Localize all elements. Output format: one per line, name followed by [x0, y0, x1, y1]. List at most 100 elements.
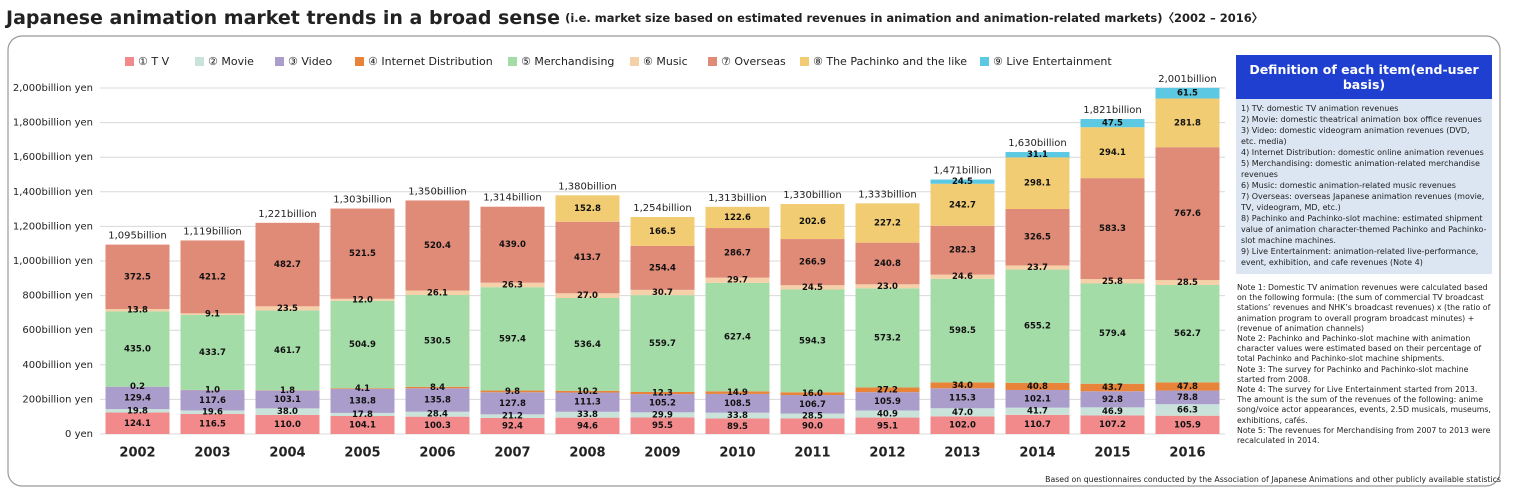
bar-segment [855, 242, 920, 285]
bar-segment [1005, 152, 1070, 158]
data-label: 767.6 [1174, 209, 1201, 219]
data-label: 433.7 [199, 348, 226, 358]
legend-swatch [508, 57, 517, 66]
data-label: 94.6 [577, 421, 598, 431]
data-label: 298.1 [1024, 179, 1051, 189]
data-label: 413.7 [574, 253, 601, 263]
legend-swatch [708, 57, 717, 66]
total-label: 1,380billion [558, 181, 617, 192]
bar-segment [405, 295, 470, 387]
data-label: 33.8 [577, 410, 598, 420]
data-label: 520.4 [424, 241, 451, 251]
data-label: 122.6 [724, 213, 751, 223]
notes: Note 1: Domestic TV animation revenues w… [1237, 283, 1493, 446]
bar-segment [780, 413, 845, 419]
data-label: 152.8 [574, 204, 601, 214]
data-label: 202.6 [799, 217, 826, 227]
bar-segment [780, 418, 845, 434]
data-label: 294.1 [1099, 148, 1126, 158]
data-label: 17.8 [352, 410, 373, 420]
bar-segment [1155, 98, 1220, 148]
bar-segment [1005, 208, 1070, 266]
data-label: 30.7 [652, 288, 673, 298]
legend-label: ④ Internet Distribution [368, 55, 493, 68]
bar-segment [330, 300, 395, 389]
data-label: 23.0 [877, 282, 898, 292]
data-label: 43.7 [1102, 383, 1123, 393]
bar-segment [405, 416, 470, 434]
data-label: 105.2 [649, 399, 676, 409]
bar-segment [405, 388, 470, 412]
x-tick-label: 2007 [494, 446, 530, 461]
data-label: 28.4 [427, 410, 448, 420]
data-label: 102.0 [949, 421, 976, 431]
bar-segment [855, 410, 920, 418]
total-label: 2,001billion [1158, 74, 1217, 85]
data-label: 89.5 [727, 422, 748, 432]
bar-segment [705, 391, 770, 394]
definitions-title: Definition of each item(end-user basis) [1236, 55, 1492, 99]
bar-segment [555, 390, 620, 393]
legend-swatch [630, 57, 639, 66]
bar-segment [105, 409, 170, 413]
data-label: 281.8 [1174, 118, 1201, 128]
data-label: 124.1 [124, 419, 151, 429]
x-tick-label: 2016 [1169, 446, 1205, 461]
data-label: 33.8 [727, 411, 748, 421]
data-label: 227.2 [874, 218, 901, 228]
note: Note 4: The survey for Live Entertainmen… [1237, 385, 1491, 425]
data-label: 28.5 [802, 411, 823, 421]
bar-segment [330, 208, 395, 299]
bar-segment [555, 195, 620, 222]
bar-segment [930, 278, 995, 383]
bar-segment [1080, 279, 1145, 284]
bar-segment [480, 414, 545, 419]
panel-frame [7, 35, 1501, 487]
data-label: 4.1 [355, 384, 370, 394]
bar-segment [1080, 407, 1145, 416]
x-tick-label: 2014 [1019, 446, 1055, 461]
data-label: 46.9 [1102, 407, 1123, 417]
bar-segment [930, 388, 995, 409]
legend-label: ② Movie [208, 55, 254, 68]
bar-segment [180, 313, 245, 315]
data-label: 34.0 [952, 381, 973, 391]
data-label: 47.0 [952, 408, 973, 418]
total-label: 1,254billion [633, 203, 692, 214]
data-label: 24.5 [802, 283, 823, 293]
x-tick-label: 2003 [194, 446, 230, 461]
source: Based on questionnaires conducted by the… [1045, 475, 1501, 484]
y-tick-label: 1,800billion yen [13, 118, 93, 129]
total-label: 1,471billion [933, 166, 992, 177]
data-label: 135.8 [424, 395, 451, 405]
bar-segment [705, 228, 770, 278]
data-label: 23.7 [1027, 263, 1048, 273]
data-label: 1.0 [205, 386, 220, 396]
bar-segment [255, 306, 320, 311]
data-label: 8.4 [430, 383, 445, 393]
y-tick-label: 1,200billion yen [13, 221, 93, 232]
y-tick-label: 2,000billion yen [13, 83, 93, 94]
data-label: 105.9 [1174, 420, 1201, 430]
bar-segment [1080, 127, 1145, 179]
bar-segment [1155, 390, 1220, 405]
data-label: 102.1 [1024, 394, 1051, 404]
bar-segment [930, 408, 995, 417]
bar-segment [705, 206, 770, 229]
bar-segment [930, 416, 995, 434]
bar-segment [855, 284, 920, 289]
bar-segment [405, 200, 470, 291]
definition-item: 4) Internet Distribution: domestic onlin… [1241, 148, 1484, 157]
bar-segment [180, 390, 245, 411]
data-label: 117.6 [199, 396, 226, 406]
bar-segment [180, 410, 245, 414]
data-label: 40.8 [1027, 382, 1048, 392]
definitions: Definition of each item(end-user basis) … [1236, 55, 1492, 274]
data-label: 23.5 [277, 304, 298, 314]
data-label: 242.7 [949, 200, 976, 210]
data-label: 110.7 [1024, 420, 1051, 430]
bar-segment [555, 417, 620, 434]
bar-segment [1005, 407, 1070, 415]
data-label: 31.1 [1027, 150, 1048, 160]
